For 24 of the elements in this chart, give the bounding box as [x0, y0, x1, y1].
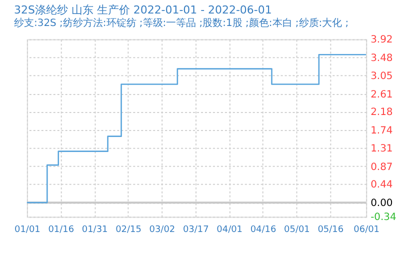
x-tick-label: 03/02: [149, 225, 176, 236]
y-tick-label: -0.34: [370, 212, 396, 224]
x-tick-label: 06/01: [354, 225, 380, 236]
y-tick-label: 3.48: [370, 53, 393, 64]
y-tick-label: 0.00: [370, 198, 393, 210]
y-tick-label: 2.18: [370, 107, 393, 118]
x-tick-label: 02/15: [116, 225, 142, 236]
y-tick-label: 1.31: [370, 143, 393, 154]
x-tick-label: 05/01: [284, 225, 310, 236]
chart-subtitle: 纱支:32S ;纺纱方法:环锭纺 ;等级:一等品 ;股数:1股 ;颜色:本白 ;纱质:大化 ;: [14, 17, 349, 30]
y-tick-label: 3.05: [370, 70, 393, 82]
x-tick-label: 01/31: [82, 225, 108, 236]
x-tick-label: 01/16: [48, 225, 74, 236]
x-tick-label: 01/01: [14, 225, 40, 236]
y-tick-label: 0.87: [370, 162, 393, 173]
y-tick-label: 3.92: [370, 34, 393, 46]
chart-title: 32S涤纶纱 山东 生产价 2022-01-01 - 2022-06-01: [14, 3, 272, 16]
x-tick-label: 03/17: [182, 225, 209, 236]
y-tick-label: 0.44: [370, 180, 393, 191]
y-tick-label: 2.61: [370, 89, 393, 100]
y-tick-label: 1.74: [370, 126, 393, 137]
x-tick-label: 05/16: [318, 225, 344, 236]
x-tick-label: 04/16: [250, 225, 276, 236]
x-tick-label: 04/01: [216, 225, 243, 236]
